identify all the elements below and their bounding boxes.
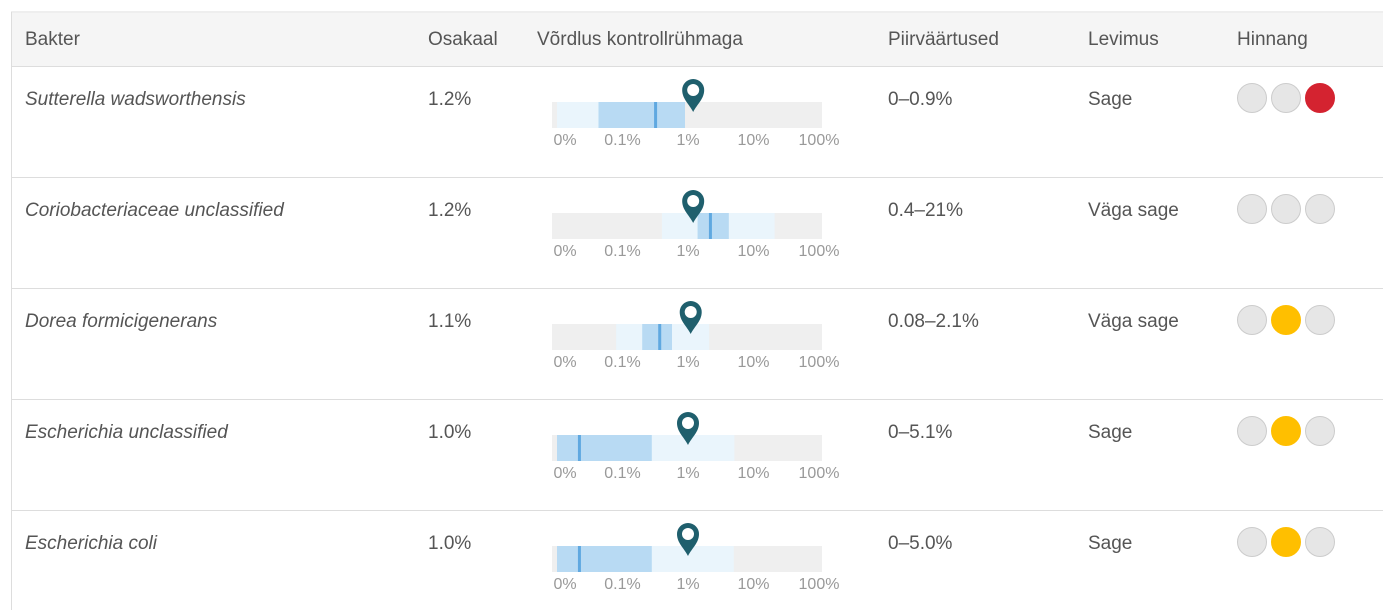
column-header: Osakaal xyxy=(428,29,498,50)
prevalence: Sage xyxy=(1088,533,1132,554)
scale-label: 0.1% xyxy=(604,576,640,593)
marker xyxy=(682,190,705,223)
scale-label: 10% xyxy=(737,132,769,149)
prevalence: Väga sage xyxy=(1088,200,1179,221)
reference-range: 0–0.9% xyxy=(888,89,953,110)
share: 1.0% xyxy=(428,422,471,443)
rating-dot xyxy=(1237,305,1267,335)
median-line xyxy=(577,546,581,572)
marker-hole xyxy=(687,84,700,96)
marker-hole xyxy=(684,306,697,318)
marker-hole xyxy=(682,528,694,540)
marker xyxy=(679,301,702,334)
scale-label: 0.1% xyxy=(604,132,640,149)
rating-dot xyxy=(1271,416,1301,446)
iqr-bar xyxy=(557,546,652,572)
column-header: Hinnang xyxy=(1237,29,1308,50)
column-header: Piirväärtused xyxy=(888,29,999,50)
median-line xyxy=(658,324,662,350)
share: 1.1% xyxy=(428,311,471,332)
marker xyxy=(677,523,699,556)
bacteria-name: Sutterella wadsworthensis xyxy=(25,89,246,110)
reference-range: 0–5.0% xyxy=(888,533,953,554)
iqr-bar xyxy=(697,213,729,239)
scale-label: 1% xyxy=(676,465,699,482)
scale-label: 0.1% xyxy=(604,243,640,260)
marker xyxy=(682,79,705,112)
reference-range: 0.4–21% xyxy=(888,200,963,221)
iqr-bar xyxy=(598,102,686,128)
rating-dot xyxy=(1237,416,1267,446)
iqr-bar xyxy=(642,324,673,350)
column-header: Levimus xyxy=(1088,29,1159,50)
rating-dot xyxy=(1305,416,1335,446)
scale-label: 100% xyxy=(799,465,840,482)
header-bg xyxy=(12,13,1383,66)
scale-label: 100% xyxy=(799,243,840,260)
iqr-bar xyxy=(557,435,652,461)
bacteria-name: Escherichia unclassified xyxy=(25,422,229,443)
scale-label: 1% xyxy=(676,132,699,149)
column-header: Bakter xyxy=(25,29,81,50)
scale-label: 0% xyxy=(553,243,576,260)
rating-dot xyxy=(1237,527,1267,557)
scale-label: 10% xyxy=(737,465,769,482)
scale-label: 0% xyxy=(553,465,576,482)
median-line xyxy=(654,102,658,128)
scale-label: 10% xyxy=(737,576,769,593)
rating-dot xyxy=(1271,83,1301,113)
scale-label: 0.1% xyxy=(604,465,640,482)
rating-dot xyxy=(1305,83,1335,113)
scale-label: 0% xyxy=(553,354,576,371)
share: 1.2% xyxy=(428,89,471,110)
reference-range: 0.08–2.1% xyxy=(888,311,979,332)
rating-dot xyxy=(1305,194,1335,224)
prevalence: Sage xyxy=(1088,422,1132,443)
share: 1.2% xyxy=(428,200,471,221)
scale-label: 100% xyxy=(799,132,840,149)
rating-dot xyxy=(1305,527,1335,557)
scale-label: 0.1% xyxy=(604,354,640,371)
bacteria-name: Escherichia coli xyxy=(25,533,158,554)
scale-label: 0% xyxy=(553,132,576,149)
median-line xyxy=(577,435,581,461)
column-header: Võrdlus kontrollrühmaga xyxy=(537,29,743,50)
scale-label: 1% xyxy=(676,576,699,593)
bacteria-name: Coriobacteriaceae unclassified xyxy=(25,200,285,221)
scale-label: 10% xyxy=(737,243,769,260)
rating-dot xyxy=(1271,527,1301,557)
rating-dot xyxy=(1271,194,1301,224)
rating-dot xyxy=(1271,305,1301,335)
scale-label: 100% xyxy=(799,576,840,593)
scale-label: 1% xyxy=(676,243,699,260)
marker-hole xyxy=(682,417,694,429)
reference-range: 0–5.1% xyxy=(888,422,953,443)
rating-dot xyxy=(1305,305,1335,335)
scale-label: 1% xyxy=(676,354,699,371)
scale-label: 100% xyxy=(799,354,840,371)
rating-dot xyxy=(1237,83,1267,113)
bacteria-name: Dorea formicigenerans xyxy=(25,311,218,332)
median-line xyxy=(708,213,712,239)
scale-label: 0% xyxy=(553,576,576,593)
rating-dot xyxy=(1237,194,1267,224)
scale-label: 10% xyxy=(737,354,769,371)
prevalence: Sage xyxy=(1088,89,1132,110)
marker-hole xyxy=(687,195,700,207)
marker xyxy=(677,412,699,445)
share: 1.0% xyxy=(428,533,471,554)
prevalence: Väga sage xyxy=(1088,311,1179,332)
